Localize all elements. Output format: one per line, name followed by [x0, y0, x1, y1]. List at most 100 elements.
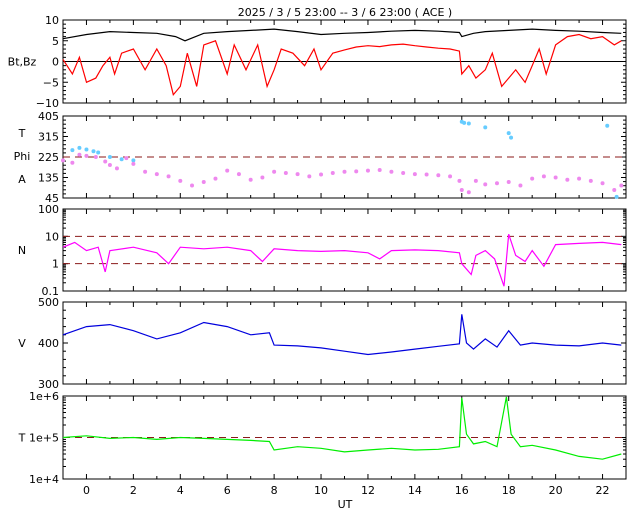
panel-speed: 500 400 300 V: [18, 296, 627, 391]
series-phi-point: [124, 156, 129, 161]
series-phi-point: [401, 170, 406, 175]
y-tick-label: 10: [45, 230, 59, 243]
x-tick-label: 14: [408, 484, 422, 497]
chart-panels: 1050−5−10Bt,Bz40531522513545TPhiA1001010…: [8, 14, 627, 486]
x-tick-label: 18: [502, 484, 516, 497]
series-phi-point: [143, 169, 148, 174]
panel-ylabel: V: [18, 337, 26, 350]
series-phi-point: [225, 168, 230, 173]
panel-ylabel: Bt,Bz: [8, 56, 37, 69]
series-phi-point: [619, 183, 624, 188]
series-theta-point: [509, 135, 514, 140]
chart-title: 2025 / 3 / 5 23:00 -- 3 / 6 23:00 ( ACE …: [238, 6, 452, 19]
series-n-line: [62, 234, 622, 287]
series-phi-point: [600, 181, 605, 186]
panel-frame: [62, 301, 627, 385]
series-theta-point: [462, 120, 467, 125]
series-theta-point: [77, 145, 82, 150]
x-tick-label: 8: [271, 484, 278, 497]
series-theta-point: [119, 157, 124, 162]
x-tick-label: 10: [314, 484, 328, 497]
series-temperature-line: [62, 396, 622, 460]
y-tick-label: 1e+5: [29, 432, 59, 445]
series-phi-point: [457, 178, 462, 183]
series-phi-point: [518, 183, 523, 188]
y-tick-label: 0: [52, 56, 59, 69]
y-tick-label: −10: [36, 97, 59, 110]
y-tick-label: 300: [38, 378, 59, 391]
y-tick-label: 405: [38, 110, 59, 123]
series-phi-point: [84, 153, 89, 158]
y-tick-label: 0.1: [42, 285, 60, 298]
panel-angles: 405 315 225 135 45 T Phi A: [14, 110, 627, 205]
series-theta-point: [70, 148, 75, 153]
series-phi-point: [70, 160, 75, 165]
series-v-line: [62, 314, 622, 356]
series-phi-point: [612, 188, 617, 193]
series-phi-point: [103, 159, 108, 164]
series-phi-point: [201, 180, 206, 185]
y-tick-label: 315: [38, 131, 59, 144]
series-phi-point: [114, 166, 119, 171]
series-phi-point: [448, 174, 453, 179]
series-phi-point: [283, 170, 288, 175]
series-phi-point: [248, 177, 253, 182]
panel-ylabel: T: [18, 432, 26, 445]
series-theta-point: [506, 131, 511, 136]
y-tick-label: 1e+6: [29, 390, 59, 403]
series-phi-point: [319, 172, 324, 177]
series-phi-point: [389, 169, 394, 174]
series-phi: [61, 152, 624, 195]
series-theta-point: [96, 150, 101, 155]
series-phi-point: [473, 178, 478, 183]
series-theta-point: [131, 158, 136, 163]
x-tick-label: 16: [455, 484, 469, 497]
x-tick-label: 6: [224, 484, 231, 497]
series-phi-point: [154, 172, 159, 177]
panel-ylabel: Phi: [14, 150, 31, 163]
y-tick-label: 1: [52, 258, 59, 271]
series-phi-point: [77, 152, 82, 157]
series-phi-point: [93, 155, 98, 159]
series-phi-point: [131, 161, 136, 166]
series-phi-point: [424, 172, 429, 177]
series-phi-point: [466, 190, 471, 195]
series-phi-point: [307, 174, 312, 179]
panel-density: 100 10 1 0.1 N: [18, 203, 627, 298]
series-phi-point: [377, 167, 382, 172]
series-theta-point: [107, 155, 112, 159]
series-phi-point: [530, 176, 535, 181]
y-tick-label: 135: [38, 172, 59, 185]
y-tick-label: 100: [38, 203, 59, 216]
series-theta: [70, 119, 619, 199]
y-tick-label: 5: [52, 35, 59, 48]
series-theta-point: [614, 194, 619, 199]
series-phi-point: [553, 175, 558, 180]
series-phi-point: [330, 170, 335, 175]
y-tick-label: 10: [45, 14, 59, 27]
y-tick-label: 225: [38, 151, 59, 164]
series-phi-point: [166, 174, 171, 179]
series-phi-point: [436, 173, 441, 178]
series-phi-point: [541, 174, 546, 179]
x-tick-label: 22: [596, 484, 610, 497]
panel-ylabel: N: [18, 244, 26, 257]
series-theta-point: [91, 149, 96, 154]
series-phi-point: [260, 175, 265, 180]
panel-mag: 10 5 0 −5 −10 Bt,Bz: [8, 14, 627, 110]
series-bt-line: [62, 28, 622, 42]
x-tick-label: 2: [130, 484, 137, 497]
series-phi-point: [107, 162, 112, 167]
y-tick-label: 1e+4: [29, 473, 59, 486]
y-tick-label: 500: [38, 296, 59, 309]
series-phi-point: [588, 178, 593, 183]
x-tick-label: 0: [83, 484, 90, 497]
x-axis: 0 2 4 6 8 10 12 14 16 18 20 22: [83, 484, 610, 497]
series-theta-point: [84, 147, 89, 152]
series-phi-point: [236, 172, 241, 177]
series-phi-point: [494, 181, 499, 186]
series-phi-point: [412, 172, 417, 177]
panel-ylabel: A: [18, 173, 26, 186]
series-theta-point: [483, 125, 488, 130]
